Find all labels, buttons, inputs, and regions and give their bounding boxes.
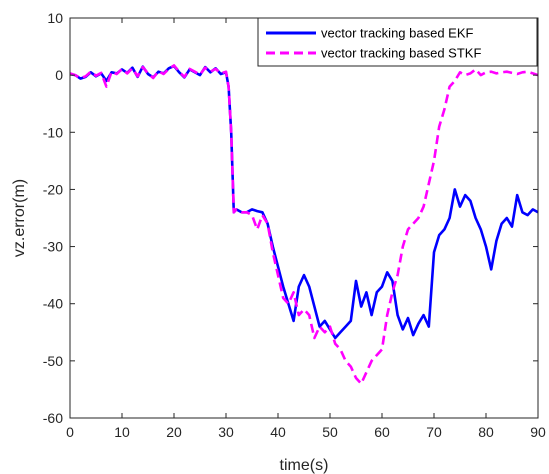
legend-label-ekf: vector tracking based EKF (321, 26, 474, 41)
y-tick-label: -60 (43, 410, 63, 426)
y-tick-label: 0 (55, 67, 63, 83)
x-tick-label: 30 (218, 424, 234, 440)
x-tick-label: 60 (374, 424, 390, 440)
y-tick-label: 10 (47, 10, 63, 26)
series-line-ekf (69, 64, 539, 340)
y-axis-label: vz.error(m) (11, 179, 28, 257)
series-line-stkf (69, 64, 539, 386)
legend-label-stkf: vector tracking based STKF (321, 46, 481, 61)
y-tick-label: -40 (43, 296, 63, 312)
x-tick-label: 20 (166, 424, 182, 440)
legend: vector tracking based EKF vector tracking… (257, 17, 538, 67)
plot-area (70, 18, 538, 418)
plot-background (70, 18, 538, 418)
x-tick-label: 10 (114, 424, 130, 440)
x-tick-label: 80 (478, 424, 494, 440)
x-axis-label: time(s) (280, 457, 329, 474)
y-tick-label: -20 (43, 181, 63, 197)
y-tick-label: -30 (43, 239, 63, 255)
series-layer (69, 64, 539, 386)
x-tick-label: 70 (426, 424, 442, 440)
y-tick-label: -10 (43, 124, 63, 140)
x-tick-label: 40 (270, 424, 286, 440)
legend-box (257, 17, 538, 67)
x-tick-label: 90 (530, 424, 546, 440)
x-tick-label: 0 (66, 424, 74, 440)
y-tick-label: -50 (43, 353, 63, 369)
x-tick-label: 50 (322, 424, 338, 440)
